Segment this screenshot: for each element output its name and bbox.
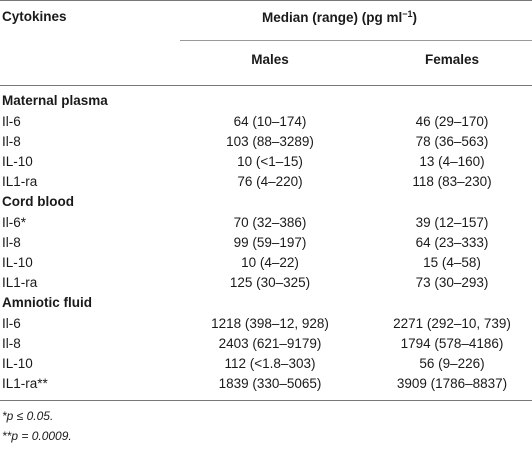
cytokine-name: IL1-ra [2,174,38,189]
table-row: Il-6* 70 (32–386) 39 (12–157) [0,213,532,233]
males-value: 70 (32–386) [233,215,307,230]
cytokine-name: Il-8 [2,235,21,250]
header-cytokines: Cytokines [2,9,67,24]
cytokine-name: Il-8 [2,134,21,149]
section-title: Amniotic fluid [2,295,92,310]
table-row: Il-8 103 (88–3289) 78 (36–563) [0,132,532,152]
females-value: 46 (29–170) [415,114,489,129]
females-value: 1794 (578–4186) [400,336,504,351]
cytokine-name: IL1-ra** [2,376,48,391]
cytokine-name: Il-6* [2,215,27,230]
header-females: Females [424,52,480,67]
females-value: 78 (36–563) [415,134,489,149]
males-value: 99 (59–197) [233,235,307,250]
section-title: Maternal plasma [2,93,108,108]
females-value: 118 (83–230) [412,174,492,189]
table-row: IL1-ra** 1839 (330–5065) 3909 (1786–8837… [0,374,532,394]
males-value: 125 (30–325) [229,275,311,290]
males-value: 1839 (330–5065) [218,376,322,391]
females-value: 15 (4–58) [423,255,481,270]
table-row: Il-8 2403 (621–9179) 1794 (578–4186) [0,334,532,354]
table-row: IL1-ra 76 (4–220) 118 (83–230) [0,172,532,192]
females-value: 73 (30–293) [415,275,489,290]
cytokine-name: IL1-ra [2,275,38,290]
table-row: Il-6 64 (10–174) 46 (29–170) [0,112,532,132]
females-value: 2271 (292–10, 739) [393,316,511,331]
cytokine-name: Il-8 [2,336,21,351]
cytokine-name: Il-6 [2,114,21,129]
table-row: IL-10 10 (<1–15) 13 (4–160) [0,152,532,172]
cytokine-name: IL-10 [2,255,33,270]
females-value: 56 (9–226) [419,356,485,371]
header-median-close: ) [412,10,418,25]
header-males: Males [251,52,289,67]
males-value: 112 (<1.8–303) [224,356,316,371]
cytokine-name: Il-6 [2,316,21,331]
header-subrule [180,40,532,41]
bottom-rule [0,400,532,401]
cytokine-name: IL-10 [2,154,33,169]
males-value: 1218 (398–12, 928) [211,316,329,331]
table-row: Il-8 99 (59–197) 64 (23–333) [0,233,532,253]
table-row: IL-10 112 (<1.8–303) 56 (9–226) [0,354,532,374]
footnote: **p = 0.0009. [2,429,72,443]
top-rule [0,0,532,1]
females-value: 3909 (1786–8837) [396,376,508,391]
males-value: 76 (4–220) [237,174,303,189]
females-value: 13 (4–160) [419,154,485,169]
header-median-unit-exponent: −1 [402,9,413,19]
females-value: 39 (12–157) [415,215,489,230]
cytokine-name: IL-10 [2,356,33,371]
males-value: 103 (88–3289) [226,134,314,149]
table-row: IL1-ra 125 (30–325) 73 (30–293) [0,273,532,293]
footnote: *p ≤ 0.05. [2,409,54,423]
males-value: 64 (10–174) [233,114,307,129]
header-bottom-rule [0,85,532,86]
header-median-range: Median (range) (pg ml−1) [262,9,417,25]
males-value: 10 (4–22) [241,255,299,270]
table-row: IL-10 10 (4–22) 15 (4–58) [0,253,532,273]
section-title: Cord blood [2,194,74,209]
header-median-text: Median (range) (pg ml [262,10,403,25]
table-row: Il-6 1218 (398–12, 928) 2271 (292–10, 73… [0,314,532,334]
males-value: 10 (<1–15) [237,154,303,169]
females-value: 64 (23–333) [415,235,489,250]
males-value: 2403 (621–9179) [218,336,322,351]
